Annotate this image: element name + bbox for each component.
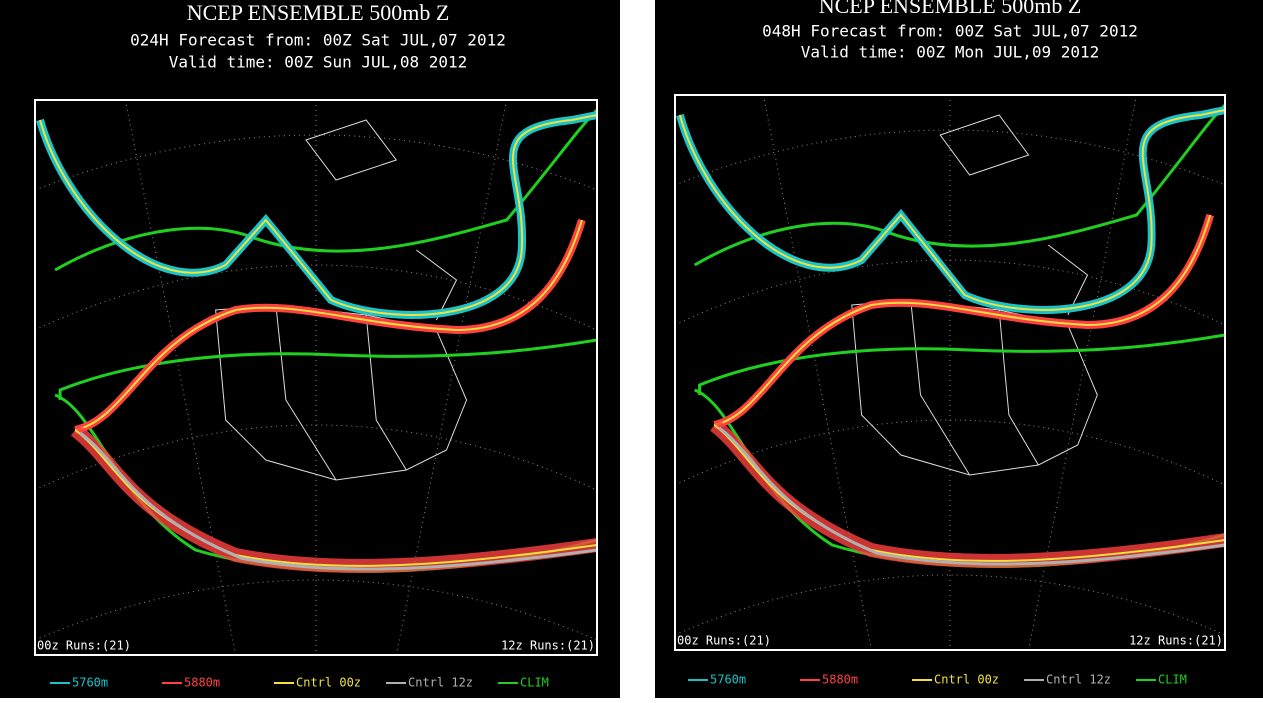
runs-label: 12z Runs:(21)	[1129, 634, 1223, 648]
valid-time: Valid time: 00Z Sun JUL,08 2012	[169, 53, 468, 72]
legend-label: 5880m	[822, 673, 858, 687]
valid-time: Valid time: 00Z Mon JUL,09 2012	[801, 43, 1100, 62]
runs-label: 00z Runs:(21)	[37, 639, 131, 653]
legend-label: CLIM	[520, 676, 549, 690]
forecast-time: 048H Forecast from: 00Z Sat JUL,07 2012	[762, 22, 1138, 41]
runs-label: 12z Runs:(21)	[501, 639, 595, 653]
legend-label: 5760m	[72, 676, 108, 690]
map-frame	[674, 94, 1226, 651]
legend-label: 5760m	[710, 673, 746, 687]
title: NCEP ENSEMBLE 500mb Z	[187, 0, 450, 25]
legend-label: Cntrl 12z	[408, 676, 473, 690]
legend-label: Cntrl 12z	[1046, 673, 1111, 687]
title: NCEP ENSEMBLE 500mb Z	[819, 0, 1082, 18]
legend-label: Cntrl 00z	[296, 676, 361, 690]
legend-label: 5880m	[184, 676, 220, 690]
legend-label: CLIM	[1158, 673, 1187, 687]
forecast-time: 024H Forecast from: 00Z Sat JUL,07 2012	[130, 31, 506, 50]
runs-label: 00z Runs:(21)	[677, 634, 771, 648]
panel-bg	[0, 0, 620, 698]
legend-label: Cntrl 00z	[934, 673, 999, 687]
map-frame	[34, 99, 598, 656]
